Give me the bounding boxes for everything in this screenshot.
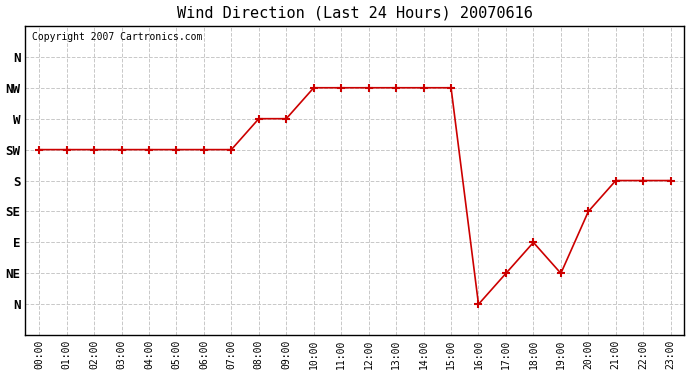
- Title: Wind Direction (Last 24 Hours) 20070616: Wind Direction (Last 24 Hours) 20070616: [177, 6, 533, 21]
- Text: Copyright 2007 Cartronics.com: Copyright 2007 Cartronics.com: [32, 32, 202, 42]
